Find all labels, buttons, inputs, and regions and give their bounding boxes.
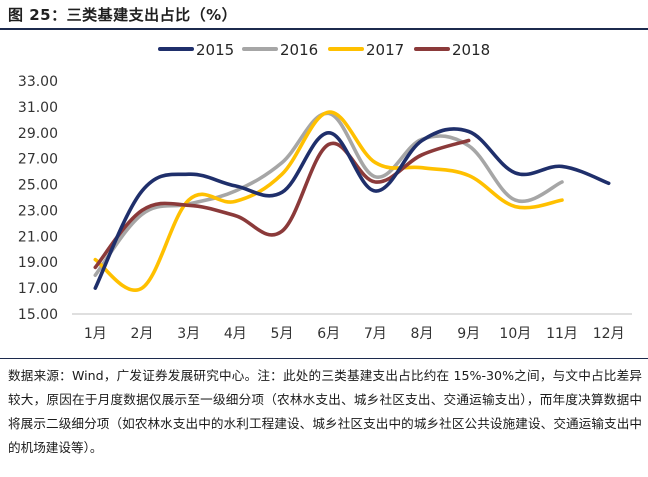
x-tick-label: 12月 bbox=[593, 326, 625, 342]
y-tick-label: 19.00 bbox=[18, 255, 58, 271]
series-line-2017 bbox=[93, 110, 564, 292]
x-tick-label: 10月 bbox=[499, 326, 531, 342]
y-tick-label: 27.00 bbox=[18, 152, 58, 168]
figure-title: 图 25：三类基建支出占比（%） bbox=[8, 6, 238, 24]
legend-label-2018: 2018 bbox=[452, 41, 490, 59]
y-tick-label: 29.00 bbox=[18, 126, 58, 142]
x-axis: 1月 2月 3月 4月 5月 6月 7月 8月 9月 10月 11月 12月 bbox=[72, 313, 632, 342]
legend-label-2016: 2016 bbox=[280, 41, 318, 59]
x-tick-label: 9月 bbox=[457, 326, 480, 342]
legend-label-2015: 2015 bbox=[196, 41, 234, 59]
y-tick-label: 23.00 bbox=[18, 203, 58, 219]
x-tick-label: 5月 bbox=[271, 326, 294, 342]
series-lines bbox=[93, 110, 611, 292]
y-tick-label: 17.00 bbox=[18, 281, 58, 297]
y-axis: 15.00 17.00 19.00 21.00 23.00 25.00 27.00 29.00… bbox=[18, 74, 58, 323]
y-tick-label: 21.00 bbox=[18, 229, 58, 245]
x-tick-label: 7月 bbox=[364, 326, 387, 342]
source-note: 数据来源：Wind，广发证券发展研究中心。注：此处的三类基建支出占比约在 15%… bbox=[8, 368, 642, 455]
series-line-2015 bbox=[93, 127, 611, 290]
x-tick-label: 8月 bbox=[411, 326, 434, 342]
line-chart: 2015 2016 2017 2018 15.00 17.00 19.00 21.00 23.… bbox=[18, 41, 632, 342]
x-tick-label: 4月 bbox=[224, 326, 247, 342]
x-tick-label: 1月 bbox=[84, 326, 107, 342]
x-tick-label: 3月 bbox=[177, 326, 200, 342]
y-tick-label: 25.00 bbox=[18, 178, 58, 194]
y-tick-label: 31.00 bbox=[18, 100, 58, 116]
y-tick-label: 33.00 bbox=[18, 74, 58, 90]
legend-label-2017: 2017 bbox=[366, 41, 404, 59]
y-tick-label: 15.00 bbox=[18, 307, 58, 323]
chart-legend: 2015 2016 2017 2018 bbox=[158, 41, 490, 59]
series-line-2018 bbox=[93, 138, 471, 270]
bottom-divider bbox=[0, 358, 648, 359]
top-divider bbox=[0, 28, 648, 30]
x-tick-label: 2月 bbox=[131, 326, 154, 342]
x-tick-label: 6月 bbox=[317, 326, 340, 342]
x-tick-label: 11月 bbox=[546, 326, 578, 342]
